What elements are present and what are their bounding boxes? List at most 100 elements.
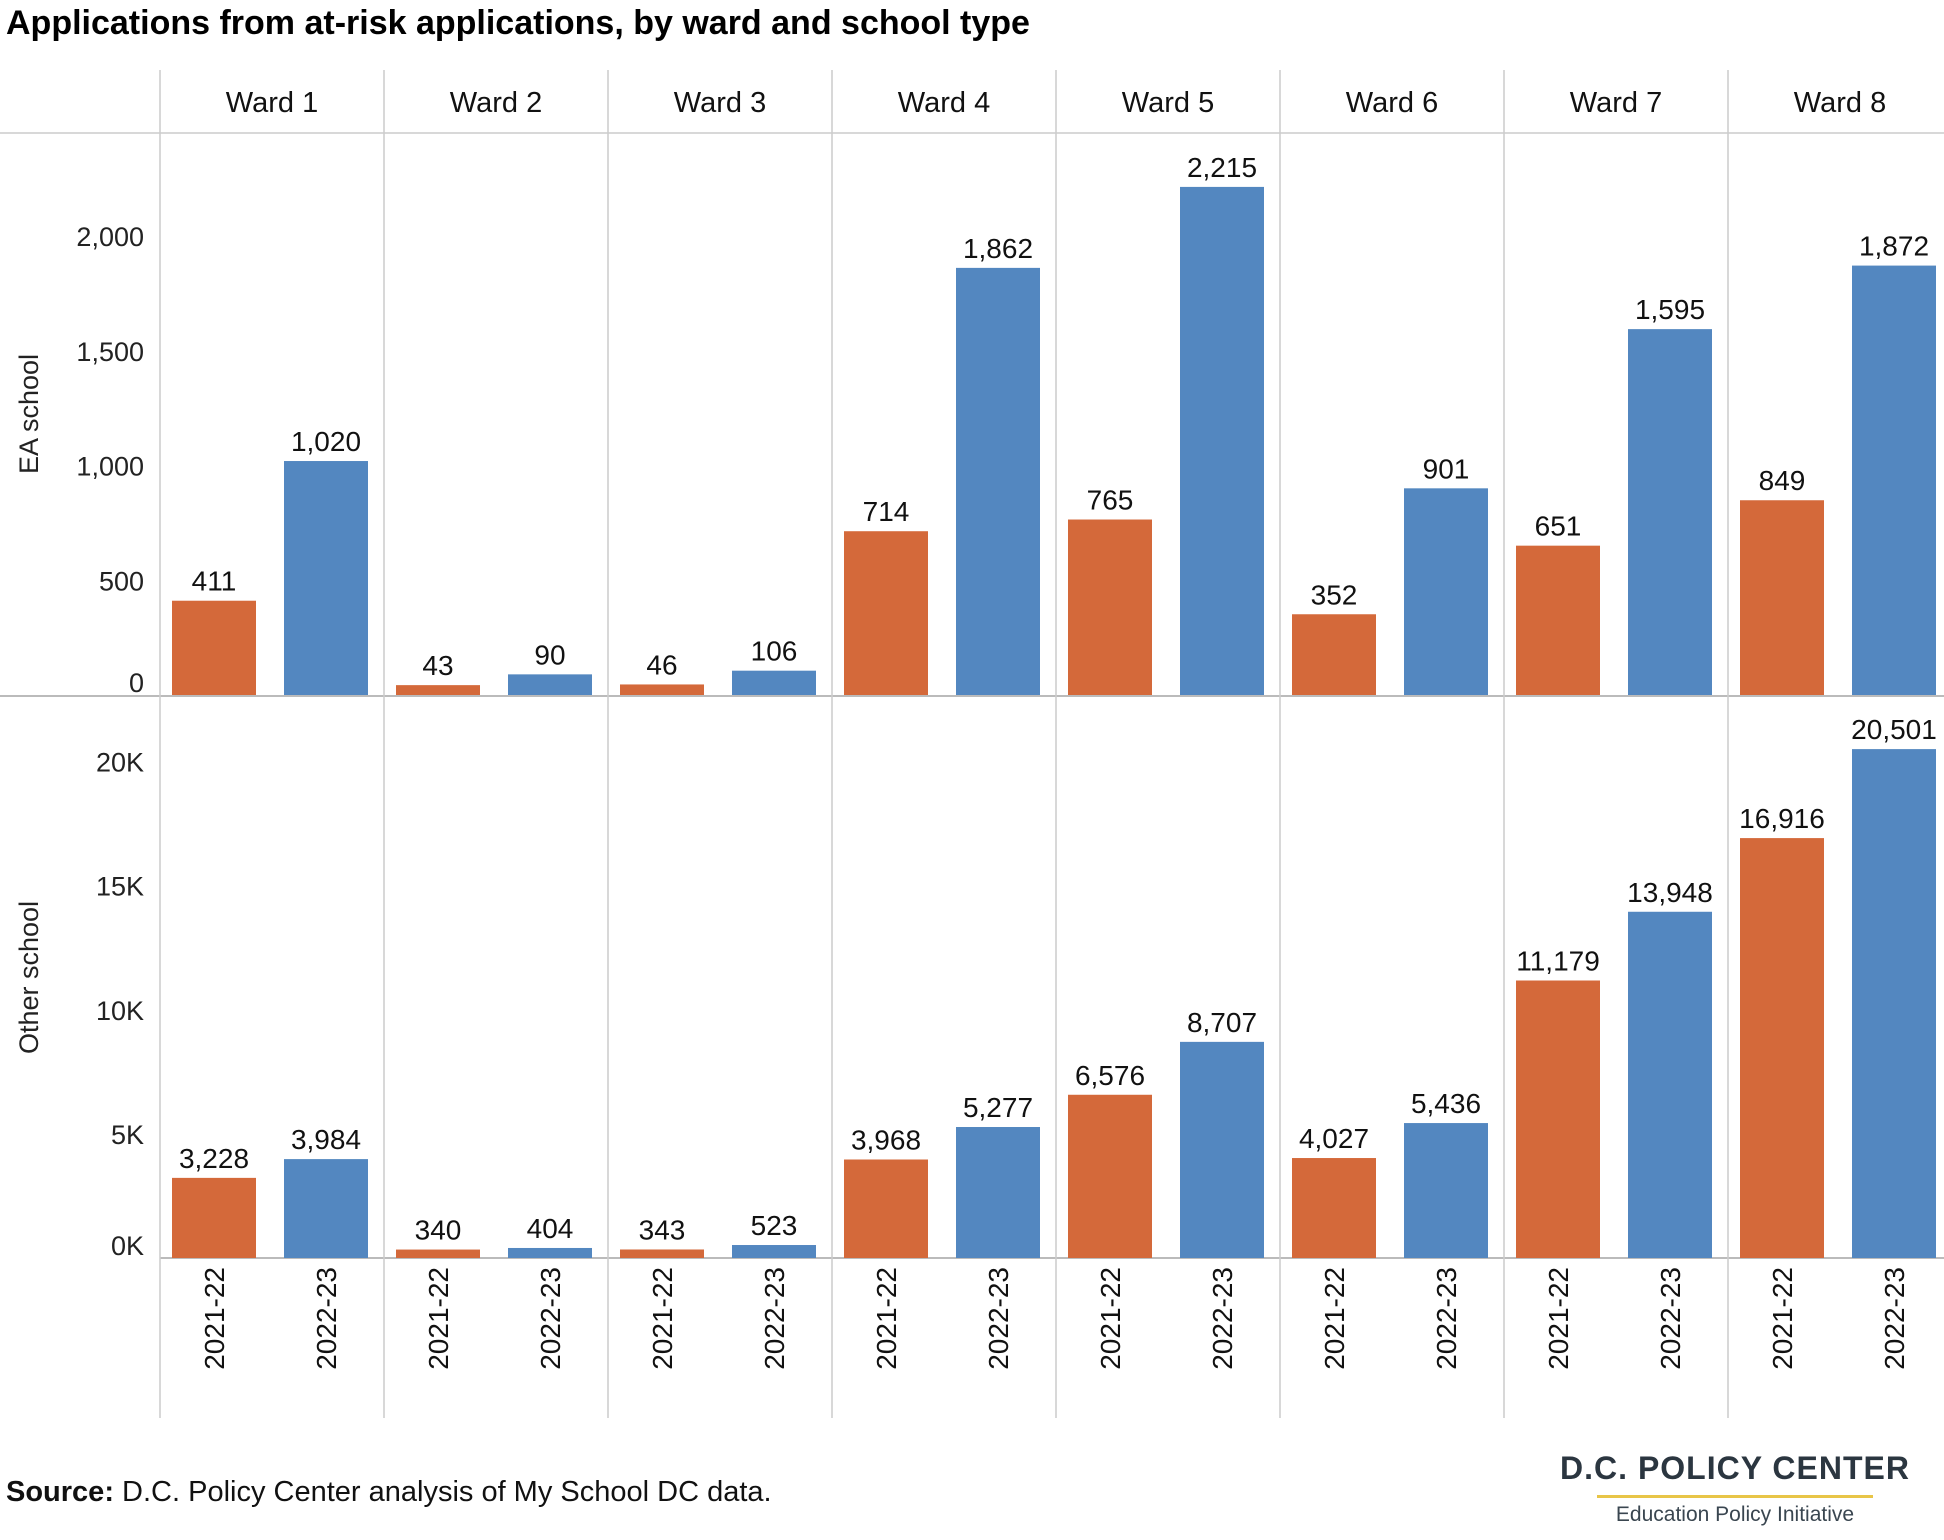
bar [1404,488,1488,695]
bar [956,1127,1040,1258]
y-tick-label: 15K [96,872,144,902]
dc-policy-center-logo: D.C. POLICY CENTER Education Policy Init… [1555,1450,1915,1530]
x-tick-label: 2022-23 [759,1267,790,1370]
bar [1068,1094,1152,1258]
x-tick-label: 2021-22 [871,1267,902,1370]
bar [508,1247,592,1258]
y-axis-title: EA school [14,354,44,474]
data-label: 411 [192,566,237,597]
x-tick-label: 2022-23 [535,1267,566,1370]
source-text: D.C. Policy Center analysis of My School… [113,1476,772,1508]
y-tick-label: 500 [99,566,144,596]
y-tick-label: 0K [111,1231,144,1261]
x-tick-label: 2022-23 [1207,1267,1238,1370]
logo-sub-text: Education Policy Initiative [1615,1503,1855,1526]
y-tick-label: 20K [96,748,144,778]
data-label: 3,984 [291,1124,361,1155]
bar [172,600,256,695]
bar-chart: Ward 1 Ward 2 Ward 3 Ward 4 Ward 5 Ward 6 Ward… [0,70,1944,1418]
logo-main-text: D.C. POLICY CENTER [1560,1450,1910,1486]
data-label: 1,872 [1859,231,1929,262]
bar [1180,186,1264,695]
y-axis-title: Other school [14,901,44,1054]
x-tick-label: 2021-22 [647,1267,678,1370]
chart-title: Applications from at-risk applications, … [6,4,1030,42]
data-label: 43 [422,650,453,681]
data-label: 20,501 [1851,714,1937,745]
data-label: 46 [646,649,677,680]
bar [620,1249,704,1258]
data-label: 1,595 [1635,294,1705,325]
data-label: 4,027 [1299,1123,1369,1154]
bar [396,685,480,695]
data-label: 16,916 [1739,803,1825,834]
ward-header: Ward 2 [450,87,542,119]
data-label: 1,862 [963,233,1033,264]
data-label: 5,436 [1411,1088,1481,1119]
x-tick-label: 2022-23 [311,1267,342,1370]
bar [1404,1123,1488,1258]
data-label: 2,215 [1187,152,1257,183]
bar [1068,519,1152,695]
data-label: 3,228 [179,1143,249,1174]
data-label: 523 [751,1210,798,1241]
y-tick-label: 5K [111,1120,144,1150]
data-label: 3,968 [851,1125,921,1156]
bar [396,1249,480,1258]
ward-header: Ward 5 [1122,87,1214,119]
bar [844,1159,928,1258]
bar [956,267,1040,695]
bar [1740,500,1824,695]
ward-header: Ward 3 [674,87,766,119]
x-tick-label: 2022-23 [1655,1267,1686,1370]
data-label: 404 [527,1213,574,1244]
bar [1180,1041,1264,1258]
ward-header: Ward 6 [1346,87,1438,119]
x-tick-label: 2021-22 [1543,1267,1574,1370]
data-label: 90 [534,639,565,670]
x-tick-label: 2021-22 [199,1267,230,1370]
data-label: 6,576 [1075,1060,1145,1091]
data-label: 765 [1087,485,1134,516]
data-label: 106 [751,636,798,667]
y-tick-label: 0 [129,668,144,698]
data-label: 714 [863,496,910,527]
bar [508,674,592,695]
bar [1516,545,1600,695]
bar [844,531,928,695]
bar [1516,980,1600,1258]
data-label: 340 [415,1215,462,1246]
bar [732,670,816,695]
bar [284,1159,368,1258]
x-tick-label: 2021-22 [1767,1267,1798,1370]
label-layer: Ward 1 Ward 2 Ward 3 Ward 4 Ward 5 Ward 6 Ward… [14,87,1937,1370]
bar [1740,838,1824,1258]
data-label: 1,020 [291,426,361,457]
x-tick-label: 2022-23 [1431,1267,1462,1370]
x-tick-label: 2021-22 [1319,1267,1350,1370]
x-tick-label: 2021-22 [1095,1267,1126,1370]
data-label: 651 [1535,511,1582,542]
y-tick-label: 1,000 [76,452,144,482]
bar [172,1177,256,1258]
y-tick-label: 1,500 [76,337,144,367]
bar [1292,1158,1376,1258]
bar [1628,911,1712,1258]
y-tick-label: 10K [96,996,144,1026]
data-label: 849 [1759,465,1806,496]
bar [1852,265,1936,695]
source-label: Source: [6,1476,114,1508]
data-label: 13,948 [1627,877,1713,908]
data-label: 343 [639,1214,686,1245]
bar [1852,749,1936,1258]
bar [1628,329,1712,695]
ward-header: Ward 7 [1570,87,1662,119]
data-label: 5,277 [963,1092,1033,1123]
ward-header: Ward 1 [226,87,318,119]
x-tick-label: 2021-22 [423,1267,454,1370]
bar [732,1245,816,1258]
ward-header: Ward 4 [898,87,990,119]
logo-rule [1597,1495,1873,1498]
x-tick-label: 2022-23 [1879,1267,1910,1370]
y-tick-label: 2,000 [76,222,144,252]
